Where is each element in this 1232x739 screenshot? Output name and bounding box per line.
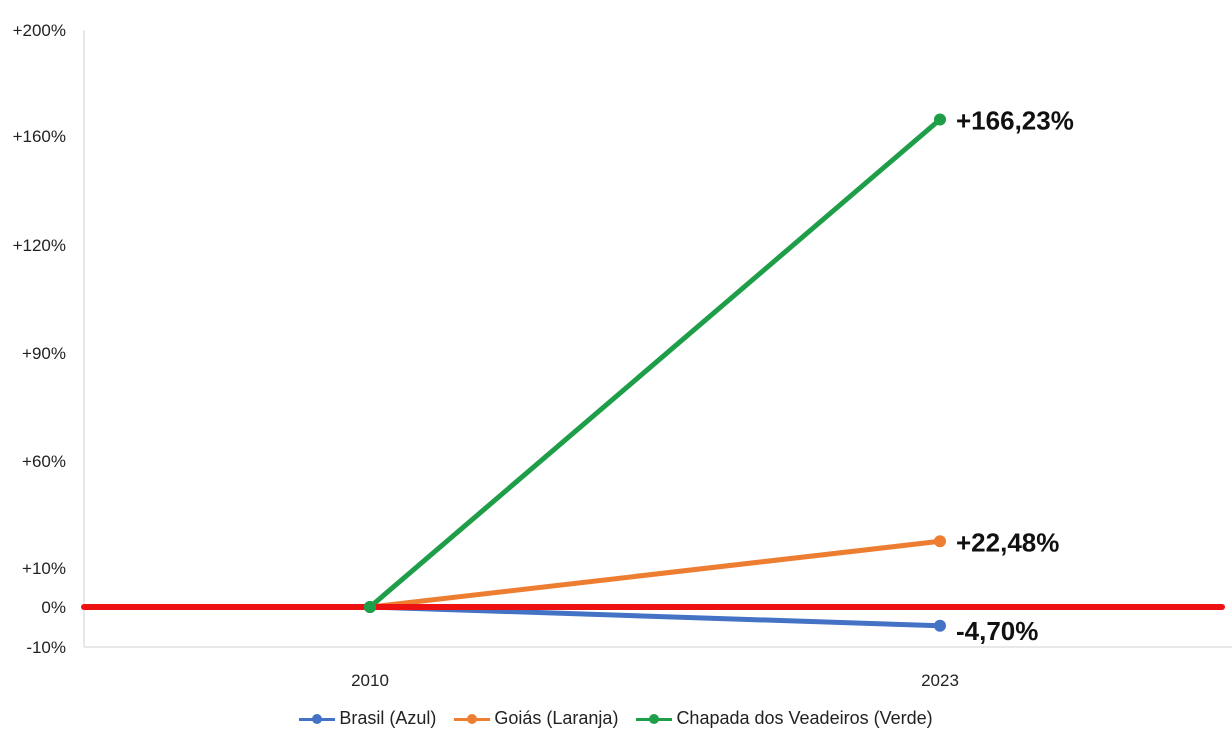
legend-swatch xyxy=(636,712,673,726)
legend: Brasil (Azul) Goiás (Laranja) Chapada dos … xyxy=(0,708,1232,729)
data-label: +166,23% xyxy=(956,105,1074,135)
data-label: +22,48% xyxy=(956,527,1059,557)
legend-label: Chapada dos Veadeiros (Verde) xyxy=(676,708,933,728)
data-point xyxy=(364,601,376,613)
data-point xyxy=(934,113,946,126)
y-tick-label: -10% xyxy=(26,638,66,657)
y-axis: +200% +160% +120% +90% +60% +10% 0% -10% xyxy=(13,21,85,657)
y-tick-label: 0% xyxy=(41,598,66,617)
legend-item: Chapada dos Veadeiros (Verde) xyxy=(636,708,933,729)
data-label: -4,70% xyxy=(956,616,1038,646)
y-tick-label: +60% xyxy=(22,452,66,471)
x-tick-label: 2010 xyxy=(351,671,389,690)
series-line-1 xyxy=(367,538,943,610)
y-tick-label: +90% xyxy=(22,344,66,363)
y-tick-label: +120% xyxy=(13,236,66,255)
legend-swatch xyxy=(454,712,491,726)
legend-item: Goiás (Laranja) xyxy=(454,708,618,729)
data-points xyxy=(364,113,946,632)
y-tick-label: +160% xyxy=(13,127,66,146)
legend-label: Brasil (Azul) xyxy=(339,708,437,728)
y-tick-label: +200% xyxy=(13,21,66,40)
legend-swatch xyxy=(299,712,336,726)
y-tick-label: +10% xyxy=(22,559,66,578)
series-line-2 xyxy=(367,116,943,610)
x-axis: 2010 2023 xyxy=(84,646,1232,690)
data-point xyxy=(934,619,946,632)
series-line-0 xyxy=(367,604,943,629)
x-tick-label: 2023 xyxy=(921,671,959,690)
series-lines xyxy=(367,116,943,629)
data-labels: -4,70% +22,48% +166,23% xyxy=(956,105,1074,645)
legend-label: Goiás (Laranja) xyxy=(494,708,619,728)
legend-item: Brasil (Azul) xyxy=(299,708,436,729)
data-point xyxy=(934,535,946,548)
